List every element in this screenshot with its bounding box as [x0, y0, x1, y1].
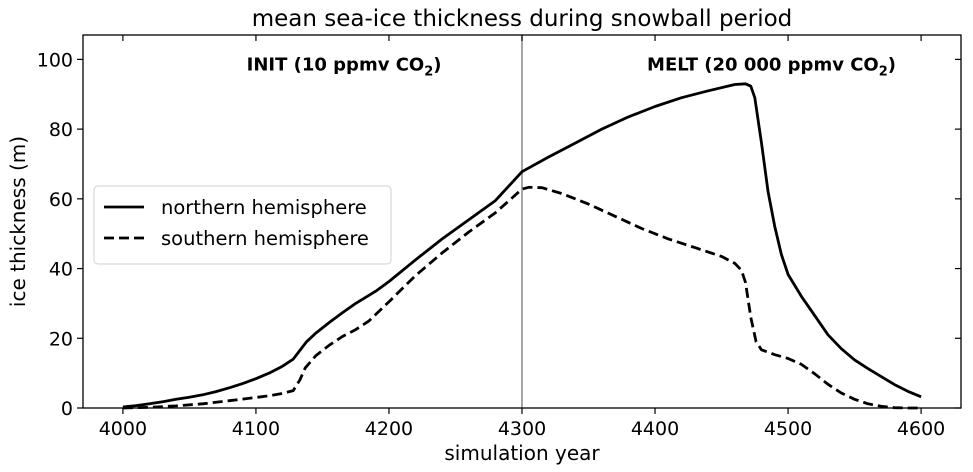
y-axis-label: ice thickness (m)	[6, 136, 30, 307]
series-line-northern	[122, 82, 922, 409]
series-line-southern	[122, 185, 922, 410]
y-tick-label: 60	[49, 189, 73, 211]
x-axis: 4000 4100 4200 4300 4400 4500 4600	[99, 35, 945, 440]
y-tick-label: 0	[61, 398, 73, 420]
legend-label: southern hemisphere	[161, 227, 369, 250]
x-tick-label: 4200	[365, 418, 413, 440]
x-axis-label: simulation year	[444, 441, 600, 465]
legend-label: northern hemisphere	[161, 196, 367, 219]
y-axis: 0 20 40 60 80 100	[37, 49, 961, 420]
y-tick-label: 80	[49, 119, 73, 141]
legend-box	[93, 185, 392, 265]
phase-annotation: MELT (20 000 ppmv CO2)	[647, 55, 896, 80]
y-tick-label: 100	[37, 49, 73, 71]
legend: northern hemisphere southern hemisphere	[93, 185, 392, 265]
x-tick-label: 4500	[764, 418, 812, 440]
x-tick-label: 4400	[631, 418, 679, 440]
chart-title: mean sea-ice thickness during snowball p…	[252, 6, 793, 32]
x-tick-label: 4600	[897, 418, 945, 440]
annotation-close: )	[888, 55, 896, 76]
annotation-close: )	[433, 55, 441, 76]
annotations: INIT (10 ppmv CO2) MELT (20 000 ppmv CO2)	[247, 55, 896, 80]
x-tick-label: 4100	[232, 418, 280, 440]
x-tick-label: 4300	[498, 418, 546, 440]
y-tick-label: 40	[49, 259, 73, 281]
phase-annotation: INIT (10 ppmv CO2)	[247, 55, 442, 80]
y-tick-label: 20	[49, 328, 73, 350]
x-tick-label: 4000	[99, 418, 147, 440]
annotation-text: INIT (10 ppmv CO	[247, 55, 425, 76]
annotation-text: MELT (20 000 ppmv CO	[647, 55, 879, 76]
series-layer	[122, 82, 922, 410]
annotation-subscript: 2	[879, 65, 888, 80]
annotation-subscript: 2	[424, 65, 433, 80]
